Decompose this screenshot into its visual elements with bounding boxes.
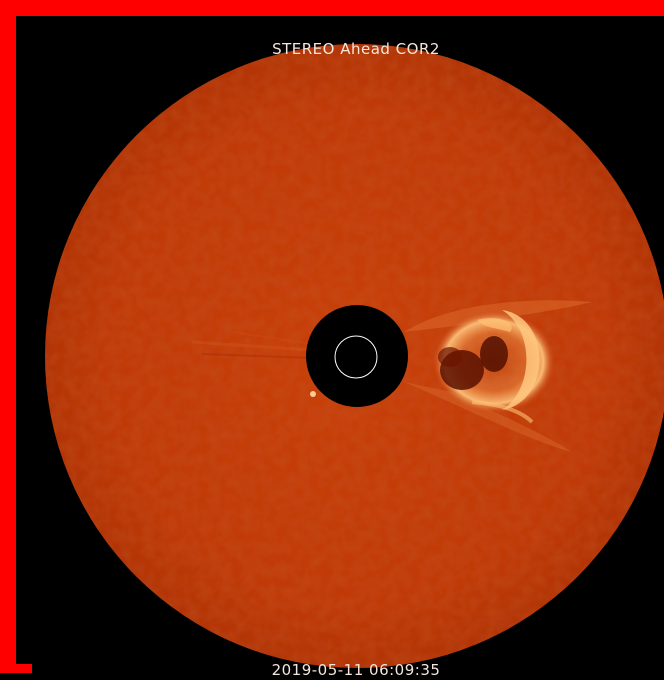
coronagraph-image: STEREO Ahead COR2 2019-05-11 06:09:35 [32, 32, 664, 680]
instrument-label: STEREO Ahead COR2 [272, 40, 440, 58]
coronagraph-image-canvas [45, 44, 664, 668]
cme-structure [404, 300, 592, 452]
timestamp-label: 2019-05-11 06:09:35 [271, 661, 441, 679]
sun-outline-circle [334, 335, 378, 379]
occulter-disk [306, 305, 408, 407]
